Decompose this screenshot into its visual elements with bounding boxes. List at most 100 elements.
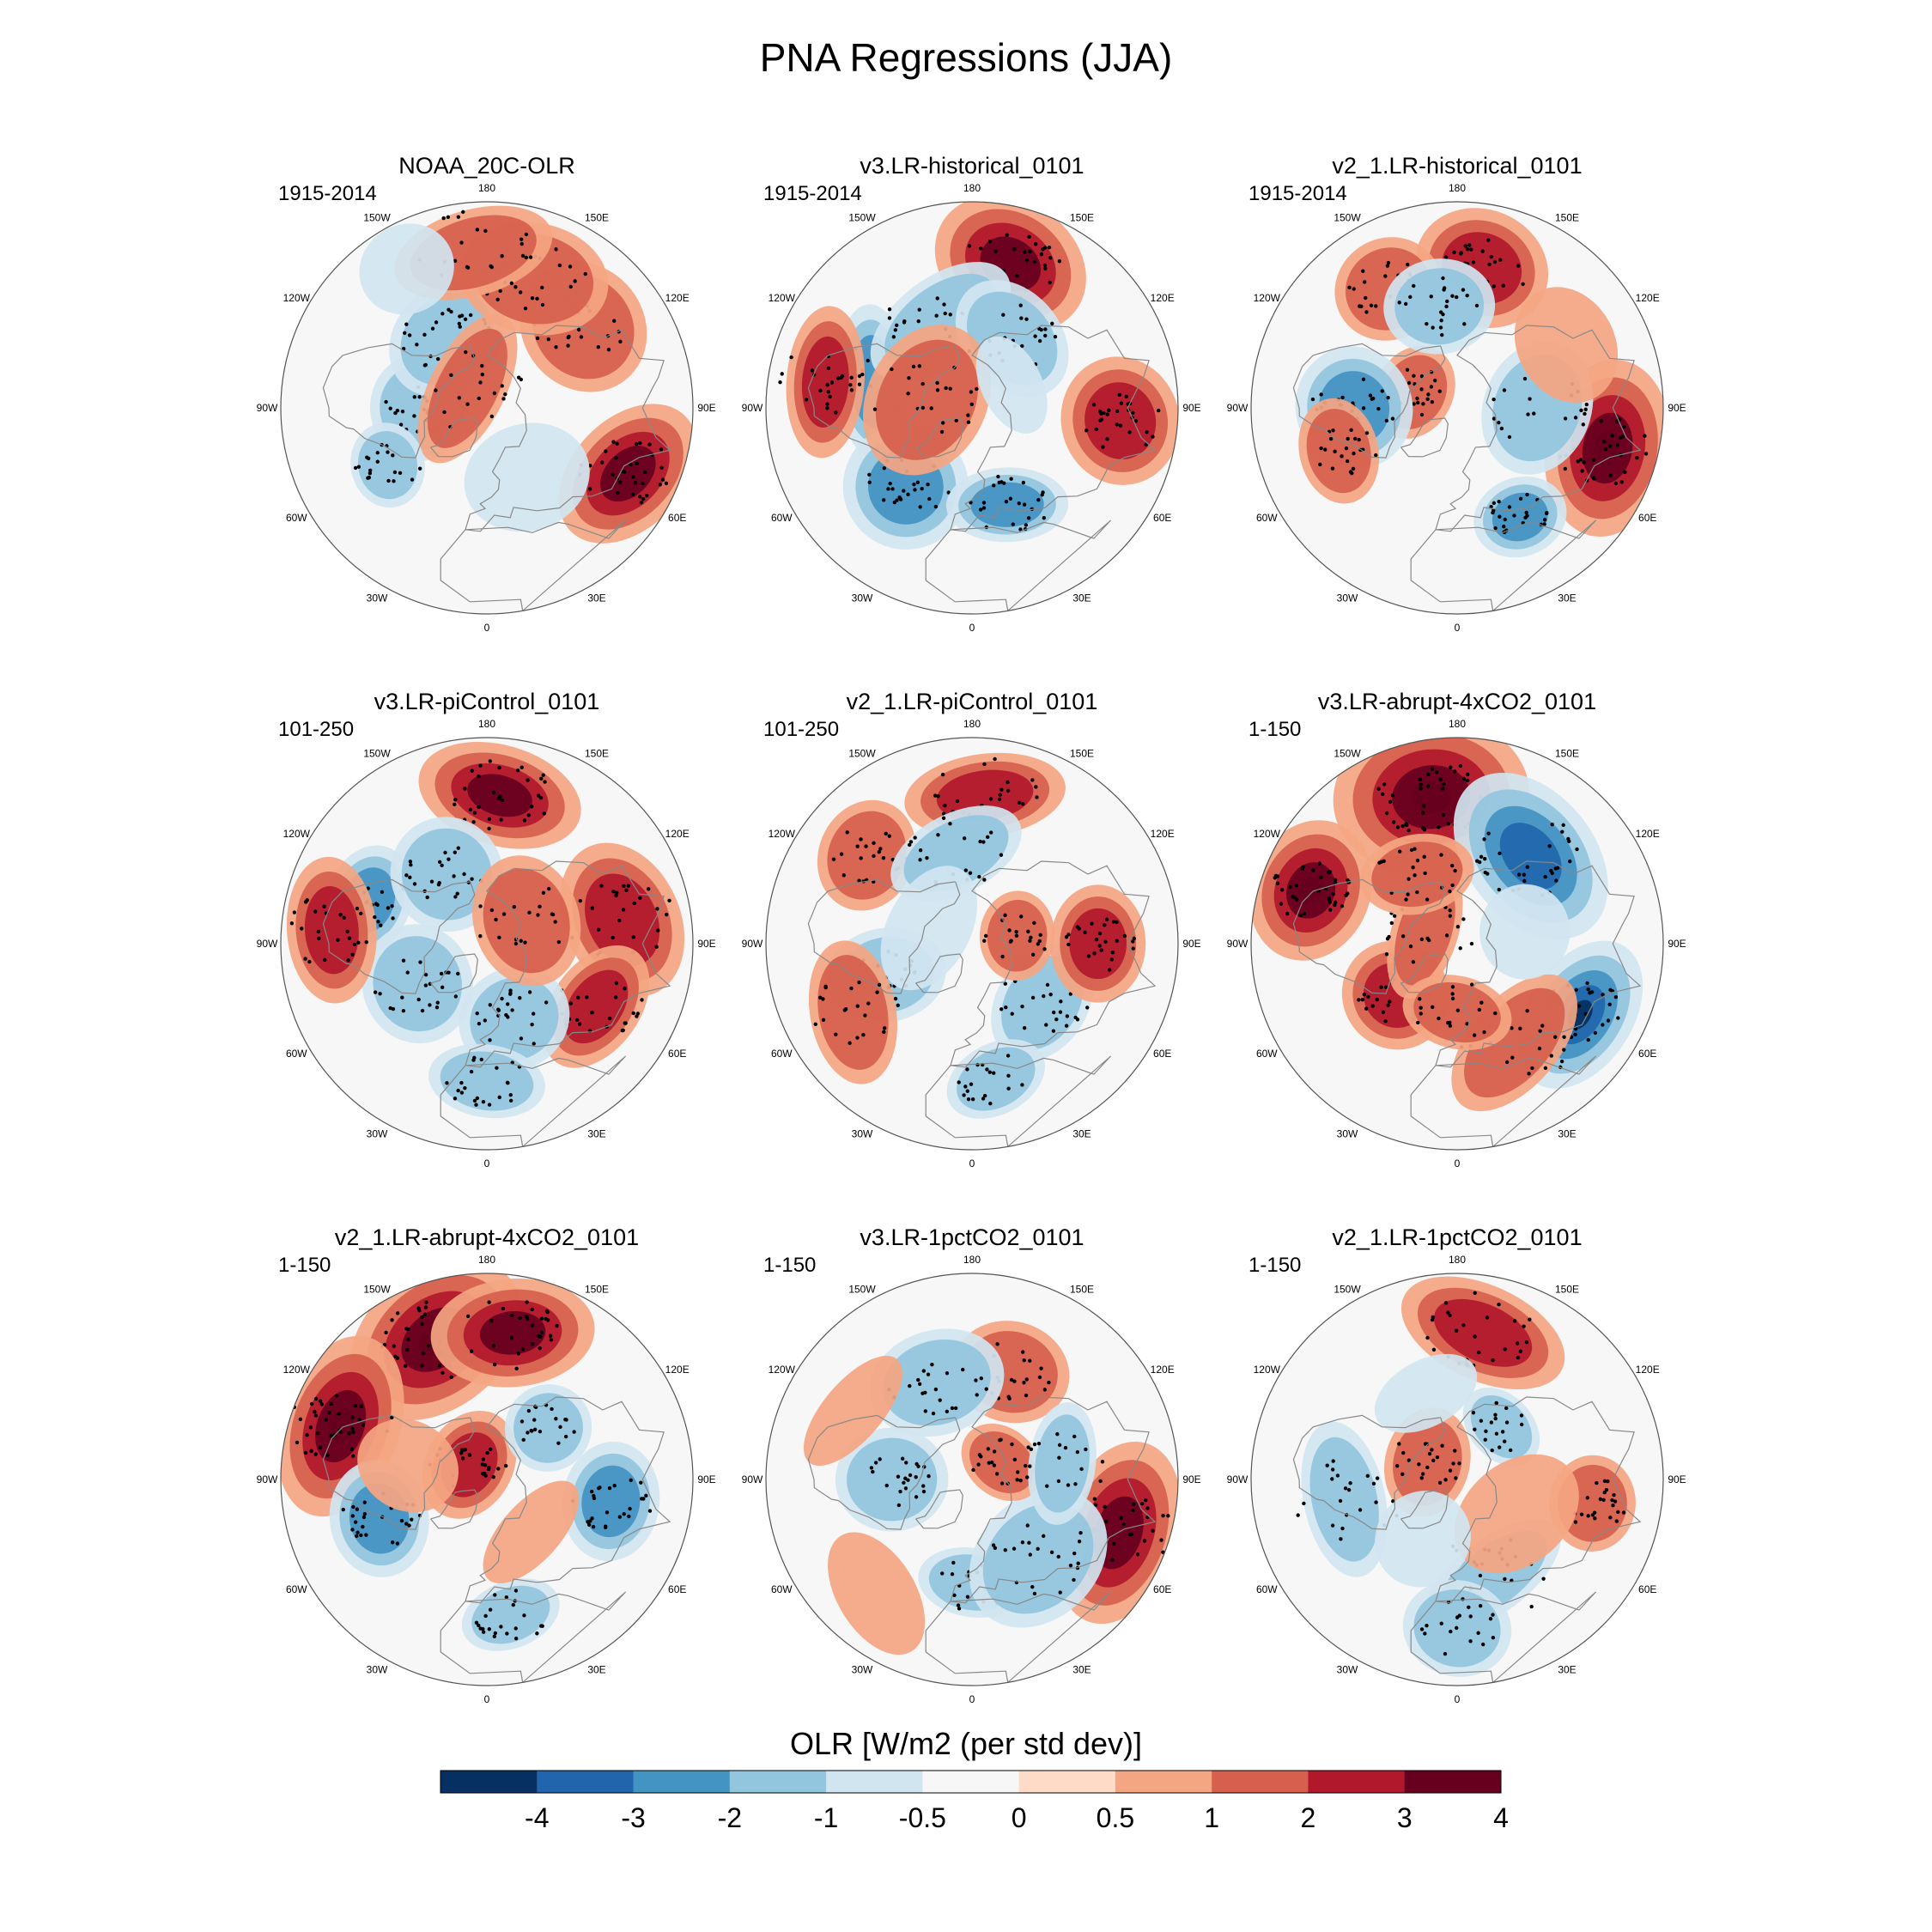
significance-dot xyxy=(532,1042,536,1046)
significance-dot xyxy=(926,482,930,487)
panel-title: v2_1.LR-historical_0101 xyxy=(1332,153,1582,179)
significance-dot xyxy=(992,1463,997,1467)
longitude-label: 30E xyxy=(587,1128,605,1140)
panel-title: v2_1.LR-1pctCO2_0101 xyxy=(1332,1224,1582,1250)
significance-dot xyxy=(1073,1482,1078,1486)
significance-dot xyxy=(1395,825,1400,829)
significance-dot xyxy=(440,863,444,868)
significance-dot xyxy=(917,364,922,368)
significance-dot xyxy=(478,380,483,385)
significance-dot xyxy=(839,852,844,856)
anomaly-contour xyxy=(1298,876,1323,905)
significance-dot xyxy=(1431,1005,1435,1009)
significance-dot xyxy=(1348,1481,1352,1485)
significance-dot xyxy=(1092,951,1097,956)
significance-dot xyxy=(1105,437,1109,441)
significance-dot xyxy=(1047,245,1052,250)
significance-dot xyxy=(1374,1500,1378,1504)
significance-dot xyxy=(1510,1055,1515,1060)
anomaly-contour xyxy=(1470,1395,1533,1459)
significance-dot xyxy=(1028,1464,1032,1468)
significance-dot xyxy=(483,1018,488,1023)
significance-dot xyxy=(1430,1448,1434,1452)
significance-dot xyxy=(1582,460,1586,465)
significance-dot xyxy=(981,506,987,510)
significance-dot xyxy=(518,996,522,1000)
significance-dot xyxy=(1065,1014,1070,1018)
olr-field xyxy=(766,1273,1178,1686)
longitude-label: 60E xyxy=(1638,1583,1656,1595)
longitude-label: 180 xyxy=(963,1254,981,1266)
longitude-label: 60W xyxy=(771,1583,793,1595)
significance-dot xyxy=(1050,321,1054,326)
significance-dot xyxy=(1006,1086,1011,1091)
significance-dot xyxy=(633,481,638,485)
longitude-label: 60W xyxy=(1256,1048,1278,1060)
significance-dot xyxy=(511,1602,515,1607)
significance-dot xyxy=(1453,1449,1457,1453)
significance-dot xyxy=(336,938,340,942)
significance-dot xyxy=(1386,260,1391,265)
longitude-label: 150W xyxy=(363,1283,391,1295)
significance-dot xyxy=(1094,427,1098,432)
significance-dot xyxy=(483,228,488,234)
significance-dot xyxy=(1072,1551,1077,1556)
significance-dot xyxy=(873,1461,878,1465)
significance-dot xyxy=(1522,872,1527,877)
significance-dot xyxy=(317,936,321,940)
significance-dot xyxy=(941,816,946,820)
significance-dot xyxy=(487,817,492,822)
significance-dot xyxy=(1019,316,1024,320)
significance-dot xyxy=(1437,825,1441,829)
anomaly-contour xyxy=(970,482,1044,527)
significance-dot xyxy=(440,1370,445,1376)
significance-dot xyxy=(917,1382,922,1386)
significance-dot xyxy=(456,215,461,219)
anomaly-contour xyxy=(1514,287,1619,404)
significance-dot xyxy=(1550,822,1554,827)
significance-dot xyxy=(1494,1431,1499,1436)
significance-dot xyxy=(1366,994,1370,999)
significance-dot xyxy=(453,258,458,263)
significance-dot xyxy=(617,918,622,923)
significance-dot xyxy=(1418,997,1422,1001)
significance-dot xyxy=(1425,1465,1430,1470)
significance-dot xyxy=(1037,338,1042,343)
significance-dot xyxy=(347,1431,351,1436)
longitude-label: 60E xyxy=(1153,1583,1171,1595)
longitude-label: 150E xyxy=(585,747,609,759)
significance-dot xyxy=(483,1473,488,1478)
significance-dot xyxy=(307,959,312,964)
significance-dot xyxy=(1135,1552,1140,1557)
significance-dot xyxy=(492,391,497,396)
longitude-label: 60W xyxy=(771,512,793,524)
significance-dot xyxy=(579,335,584,339)
significance-dot xyxy=(457,321,462,326)
significance-dot xyxy=(971,1467,975,1473)
significance-dot xyxy=(1100,1460,1105,1464)
significance-dot xyxy=(1302,1501,1306,1506)
significance-dot xyxy=(464,349,468,355)
significance-dot xyxy=(1056,1479,1061,1484)
significance-dot xyxy=(659,465,664,470)
significance-dot xyxy=(434,388,438,392)
anomaly-contour xyxy=(1374,1353,1478,1433)
anomaly-contour xyxy=(1434,1298,1533,1367)
colorbar-tick: 3 xyxy=(1397,1802,1413,1833)
significance-dot xyxy=(1048,256,1053,260)
significance-dot xyxy=(1422,854,1426,859)
significance-dot xyxy=(568,284,573,289)
significance-dot xyxy=(555,1323,559,1328)
significance-dot xyxy=(492,1362,497,1367)
significance-dot xyxy=(463,317,468,322)
significance-dot xyxy=(355,906,360,911)
significance-dot xyxy=(364,1533,368,1537)
significance-dot xyxy=(1054,1017,1059,1022)
significance-dot xyxy=(875,990,879,994)
longitude-label: 30E xyxy=(587,592,605,605)
significance-dot xyxy=(855,1036,860,1040)
significance-dot xyxy=(877,982,882,987)
significance-dot xyxy=(951,1560,956,1565)
significance-dot xyxy=(361,1515,367,1520)
significance-dot xyxy=(542,811,547,816)
